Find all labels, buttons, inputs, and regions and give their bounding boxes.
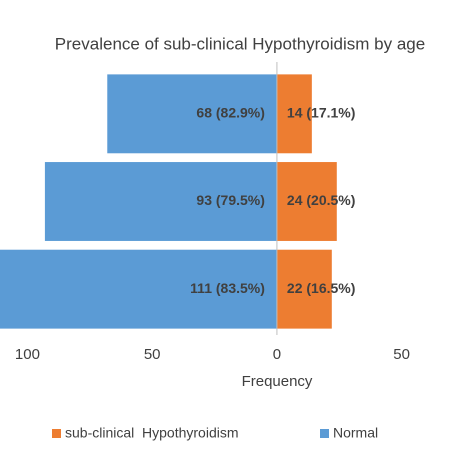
- bar: [276, 249, 332, 329]
- data-label: 22 (16.5%): [287, 280, 355, 296]
- data-label: 93 (79.5%): [196, 192, 264, 208]
- data-label: 68 (82.9%): [196, 105, 264, 121]
- x-tick-label: 100: [15, 346, 40, 363]
- x-tick-label: 50: [144, 346, 161, 363]
- bar: [276, 74, 312, 154]
- bar: [107, 74, 277, 154]
- bar: [276, 162, 337, 241]
- legend-swatch: [52, 429, 61, 438]
- x-tick-label: 0: [273, 346, 281, 363]
- x-tick-label: 50: [393, 346, 410, 363]
- data-label: 111 (83.5%): [190, 280, 265, 296]
- bar: [0, 249, 277, 329]
- bar: [44, 162, 277, 241]
- legend-label: Normal: [333, 425, 378, 441]
- x-axis-label: Frequency: [242, 373, 313, 390]
- data-label: 24 (20.5%): [287, 192, 355, 208]
- legend-label: sub-clinical Hypothyroidism: [65, 425, 239, 441]
- legend-swatch: [320, 429, 329, 438]
- chart-title: Prevalence of sub-clinical Hypothyroidis…: [55, 34, 425, 53]
- data-label: 14 (17.1%): [287, 105, 355, 121]
